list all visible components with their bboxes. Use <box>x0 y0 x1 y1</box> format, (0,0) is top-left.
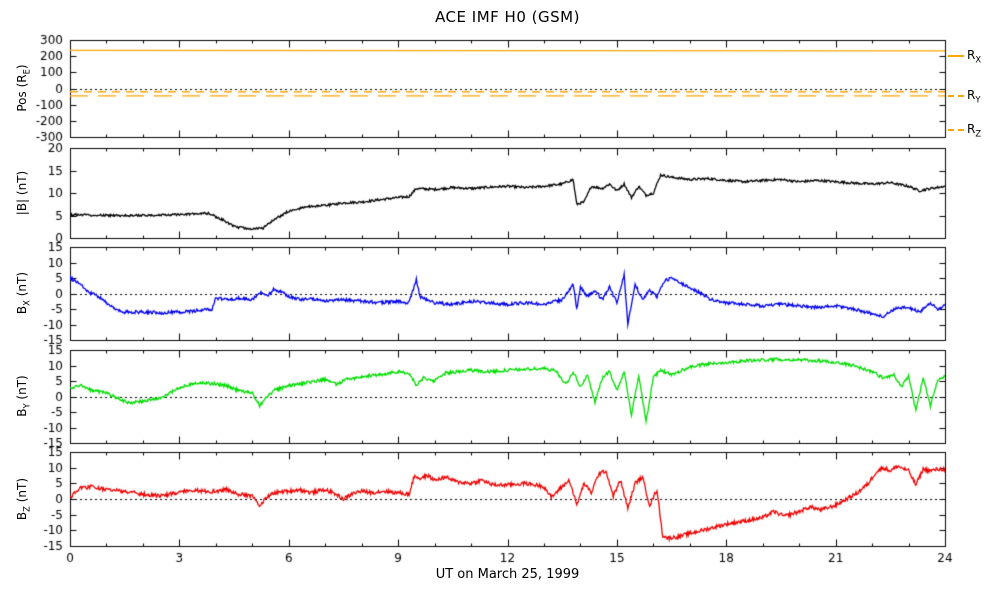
ylabel-sub: X <box>21 300 32 306</box>
ylabel-sub: E <box>21 69 32 75</box>
legend-sub: Y <box>975 94 981 105</box>
legend-item-rx: RX <box>948 48 981 64</box>
ylabel-text: Pos (R <box>15 74 29 112</box>
y-axis-label-bx: BX (nT) <box>12 233 32 353</box>
legend-text: R <box>967 122 976 136</box>
ylabel-text: |B| (nT) <box>15 170 29 216</box>
legend-item-rz: RZ <box>948 122 981 138</box>
ylabel-sub: Z <box>21 506 32 512</box>
ylabel-text: (nT) <box>15 271 29 301</box>
ylabel-text: (nT) <box>15 375 29 404</box>
legend-line-dashed-icon <box>948 95 964 98</box>
legend-label-rx: RX <box>967 48 981 64</box>
ylabel-text: (nT) <box>15 477 29 507</box>
legend-line-solid-icon <box>948 55 964 58</box>
y-axis-label-position: Pos (RE) <box>12 28 32 148</box>
legend-sub: X <box>975 54 982 65</box>
legend-label-ry: RY <box>967 88 980 104</box>
y-axis-label-by: BY (nT) <box>12 336 32 456</box>
chart-title: ACE IMF H0 (GSM) <box>435 8 580 26</box>
legend-text: R <box>967 88 976 102</box>
legend-line-longdash-icon <box>948 129 964 132</box>
legend-sub: Z <box>975 128 982 139</box>
y-axis-label-bz: BZ (nT) <box>12 439 32 559</box>
ylabel-sub: Y <box>21 403 32 409</box>
legend-label-rz: RZ <box>967 122 981 138</box>
ylabel-text: ) <box>15 64 29 70</box>
ylabel-text: B <box>15 408 29 417</box>
legend-item-ry: RY <box>948 88 980 104</box>
ylabel-text: B <box>15 511 29 521</box>
legend-text: R <box>967 48 976 62</box>
x-axis-label: UT on March 25, 1999 <box>435 567 580 582</box>
ylabel-text: B <box>15 305 29 315</box>
